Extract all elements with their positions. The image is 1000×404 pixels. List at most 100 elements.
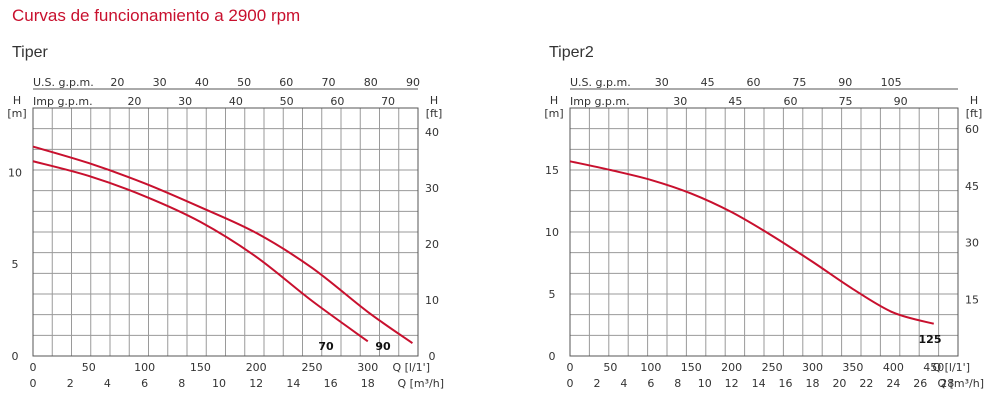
- tiper2-imp-gpm-tick: 75: [839, 95, 853, 108]
- tiper2-x-label: Q [l/1']: [932, 361, 970, 374]
- tiper2-x-m3h-tick: 22: [859, 377, 873, 390]
- tiper2-imp-gpm-tick: 60: [783, 95, 797, 108]
- tiper2-x-m3h-label: Q [m³/h]: [937, 377, 984, 390]
- tiper2-y-tick: 10: [545, 226, 559, 239]
- tiper2-y-tick: 0: [549, 350, 556, 363]
- tiper2-imp-gpm-tick: 90: [894, 95, 908, 108]
- tiper-us-gpm-tick: 30: [153, 76, 167, 89]
- tiper2-y-ft-tick: 15: [965, 293, 979, 306]
- tiper2-x-m3h-tick: 10: [698, 377, 712, 390]
- tiper2-imp-gpm-tick: 30: [673, 95, 687, 108]
- tiper-us-gpm-tick: 40: [195, 76, 209, 89]
- tiper-imp-gpm-tick: 20: [127, 95, 141, 108]
- tiper2-x-tick: 400: [883, 361, 904, 374]
- tiper-y-label: H: [13, 94, 21, 107]
- tiper-y-ft-tick: 10: [425, 294, 439, 307]
- tiper-us-gpm-label: U.S. g.p.m.: [33, 76, 94, 89]
- tiper2-us-gpm-tick: 45: [701, 76, 715, 89]
- tiper2-x-m3h-tick: 16: [779, 377, 793, 390]
- tiper-x-m3h-tick: 14: [286, 377, 300, 390]
- tiper-us-gpm-tick: 90: [406, 76, 420, 89]
- tiper2-y-tick: 5: [549, 288, 556, 301]
- tiper2-x-tick: 100: [640, 361, 661, 374]
- tiper2-x-m3h-tick: 0: [567, 377, 574, 390]
- tiper-y-ft-tick: 30: [425, 182, 439, 195]
- tiper2-x-tick: 250: [762, 361, 783, 374]
- tiper-x-m3h-tick: 2: [67, 377, 74, 390]
- tiper2-x-m3h-tick: 8: [674, 377, 681, 390]
- tiper2-x-m3h-tick: 28: [940, 377, 954, 390]
- tiper-x-m3h-tick: 0: [30, 377, 37, 390]
- tiper2-x-tick: 350: [842, 361, 863, 374]
- tiper-y-ft-tick: 0: [429, 350, 436, 363]
- tiper-us-gpm-tick: 70: [322, 76, 336, 89]
- tiper-y-ft-unit: [ft]: [426, 107, 443, 120]
- tiper2-x-m3h-tick: 18: [806, 377, 820, 390]
- tiper-x-tick: 0: [30, 361, 37, 374]
- tiper-imp-gpm-tick: 70: [381, 95, 395, 108]
- tiper-y-ft-tick: 40: [425, 126, 439, 139]
- tiper2-x-m3h-tick: 26: [913, 377, 927, 390]
- tiper2-x-m3h-tick: 12: [725, 377, 739, 390]
- tiper2-us-gpm-tick: 90: [838, 76, 852, 89]
- tiper-x-tick: 100: [134, 361, 155, 374]
- tiper-imp-gpm-tick: 40: [229, 95, 243, 108]
- tiper-us-gpm-tick: 60: [279, 76, 293, 89]
- tiper-x-tick: 200: [246, 361, 267, 374]
- tiper2-x-m3h-tick: 24: [886, 377, 900, 390]
- tiper2-y-label: H: [550, 94, 558, 107]
- tiper2-y-ft-tick: 45: [965, 180, 979, 193]
- tiper-curve-label-90: 90: [375, 340, 391, 353]
- tiper2-curve-125: [569, 160, 935, 325]
- tiper-imp-gpm-tick: 50: [280, 95, 294, 108]
- tiper-us-gpm-tick: 50: [237, 76, 251, 89]
- tiper-y-tick: 10: [8, 166, 22, 179]
- tiper-curve-90: [32, 145, 413, 344]
- tiper2-x-tick: 300: [802, 361, 823, 374]
- tiper-x-tick: 50: [82, 361, 96, 374]
- tiper2-x-m3h-tick: 6: [647, 377, 654, 390]
- chart-title-tiper: Tiper: [12, 44, 48, 61]
- tiper2-x-tick: 0: [567, 361, 574, 374]
- tiper2-imp-gpm-tick: 45: [728, 95, 742, 108]
- tiper2-y-ft-label: H: [970, 94, 978, 107]
- tiper2-y-unit: [m]: [544, 107, 563, 120]
- tiper2-x-tick: 50: [603, 361, 617, 374]
- tiper-y-tick: 5: [12, 258, 19, 271]
- tiper-x-tick: 250: [301, 361, 322, 374]
- tiper-x-m3h-tick: 4: [104, 377, 111, 390]
- tiper2-us-gpm-tick: 105: [881, 76, 902, 89]
- tiper2-x-tick: 150: [681, 361, 702, 374]
- tiper2-imp-gpm-label: Imp g.p.m.: [570, 95, 630, 108]
- tiper-x-tick: 300: [357, 361, 378, 374]
- page-heading: Curvas de funcionamiento a 2900 rpm: [12, 6, 301, 25]
- tiper-x-m3h-label: Q [m³/h]: [397, 377, 444, 390]
- tiper2-us-gpm-tick: 75: [792, 76, 806, 89]
- tiper-y-ft-label: H: [430, 94, 438, 107]
- tiper2-y-tick: 15: [545, 164, 559, 177]
- tiper-us-gpm-tick: 20: [110, 76, 124, 89]
- tiper-imp-gpm-label: Imp g.p.m.: [33, 95, 93, 108]
- tiper-x-m3h-tick: 16: [324, 377, 338, 390]
- tiper-y-ft-tick: 20: [425, 238, 439, 251]
- tiper2-x-m3h-tick: 20: [832, 377, 846, 390]
- tiper2-y-ft-unit: [ft]: [966, 107, 983, 120]
- tiper-curve-label-70: 70: [318, 340, 334, 353]
- tiper-x-m3h-tick: 8: [178, 377, 185, 390]
- chart-title-tiper2: Tiper2: [549, 44, 594, 61]
- tiper2-x-tick: 200: [721, 361, 742, 374]
- tiper-x-label: Q [l/1']: [392, 361, 430, 374]
- tiper2-curve-label-125: 125: [919, 333, 942, 346]
- tiper2-x-m3h-tick: 2: [593, 377, 600, 390]
- tiper-y-tick: 0: [12, 350, 19, 363]
- tiper2-y-ft-tick: 30: [965, 237, 979, 250]
- tiper-imp-gpm-tick: 30: [178, 95, 192, 108]
- tiper-imp-gpm-tick: 60: [330, 95, 344, 108]
- tiper2-us-gpm-tick: 30: [655, 76, 669, 89]
- tiper-x-m3h-tick: 18: [361, 377, 375, 390]
- tiper2-us-gpm-tick: 60: [746, 76, 760, 89]
- tiper-us-gpm-tick: 80: [364, 76, 378, 89]
- tiper-x-tick: 150: [190, 361, 211, 374]
- tiper2-x-m3h-tick: 14: [752, 377, 766, 390]
